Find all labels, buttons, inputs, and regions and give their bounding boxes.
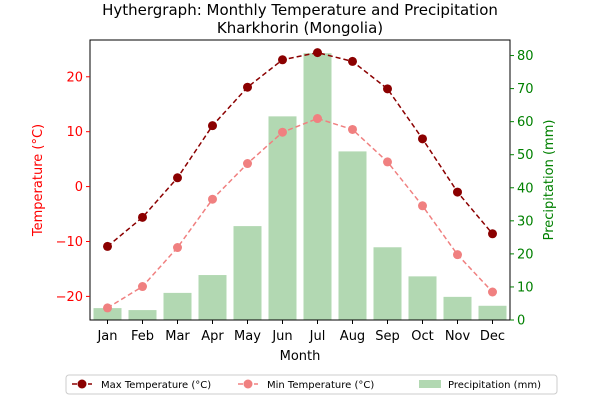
- max-temperature-point: [453, 187, 462, 197]
- y-tick-label-right: 0: [517, 314, 525, 329]
- precipitation-bar: [303, 53, 332, 320]
- precipitation-bar: [198, 275, 227, 320]
- min-temperature-point: [243, 159, 252, 169]
- legend-label: Max Temperature (°C): [101, 380, 211, 391]
- x-tick-label: Jan: [96, 329, 117, 344]
- x-tick-label: Feb: [131, 329, 154, 344]
- precipitation-bar: [373, 247, 402, 320]
- max-temperature-point: [278, 55, 287, 65]
- y-axis-label-right: Precipitation (mm): [542, 120, 557, 241]
- precipitation-bar: [233, 226, 262, 320]
- legend-swatch-marker: [243, 379, 253, 389]
- legend-swatch-bar: [419, 380, 441, 388]
- min-temperature-point: [208, 194, 217, 204]
- temperature-lines: [103, 48, 497, 313]
- x-tick-label: May: [234, 329, 261, 344]
- x-tick-label: Jun: [271, 329, 292, 344]
- legend: Max Temperature (°C) Min Temperature (°C)…: [65, 374, 558, 395]
- max-temperature-point: [418, 134, 427, 144]
- y-tick-label-right: 50: [517, 148, 534, 163]
- min-temperature-line: [107, 117, 494, 309]
- y-tick-label-left: −10: [56, 235, 83, 250]
- y-axis-label-left: Temperature (°C): [31, 124, 46, 237]
- x-tick-label: Dec: [480, 329, 505, 344]
- y-tick-label-right: 20: [517, 247, 534, 262]
- min-temperature-point: [313, 114, 322, 124]
- y-tick-label-right: 60: [517, 115, 534, 130]
- precipitation-bar: [163, 292, 192, 320]
- min-temperature-point: [173, 243, 182, 253]
- min-temperature-point: [488, 287, 497, 297]
- y-tick-label-right: 70: [517, 82, 534, 97]
- min-temperature-point: [418, 201, 427, 211]
- chart-subtitle: Kharkhorin (Mongolia): [217, 19, 383, 37]
- precipitation-bar: [443, 296, 472, 320]
- x-tick-label: Mar: [165, 329, 190, 344]
- x-tick-label: Sep: [375, 329, 400, 344]
- precipitation-bar: [93, 308, 122, 320]
- min-temperature-point: [103, 303, 112, 313]
- y-tick-label-right: 40: [517, 181, 534, 196]
- max-temperature-point: [138, 212, 147, 222]
- x-tick-label: Nov: [445, 329, 471, 344]
- max-temperature-line: [107, 51, 494, 248]
- y-tick-label-left: 10: [66, 125, 83, 140]
- legend-swatch-marker: [77, 379, 87, 389]
- y-tick-label-right: 80: [517, 49, 534, 64]
- legend-box: [65, 374, 558, 395]
- x-tick-label: Oct: [411, 329, 433, 344]
- x-axis-label: Month: [280, 349, 321, 364]
- precipitation-bar: [338, 151, 367, 320]
- y-tick-label-left: −20: [56, 290, 83, 305]
- chart-title: Hythergraph: Monthly Temperature and Pre…: [102, 1, 498, 19]
- max-temperature-point: [173, 173, 182, 183]
- x-tick-label: Jul: [309, 329, 326, 344]
- min-temperature-point: [383, 157, 392, 167]
- precipitation-bars: [93, 53, 507, 320]
- legend-label: Min Temperature (°C): [267, 380, 374, 391]
- min-temperature-point: [453, 250, 462, 260]
- x-tick-label: Aug: [340, 329, 365, 344]
- max-temperature-point: [243, 82, 252, 92]
- axes: Jan Feb Mar Apr May Jun Jul Aug Sep Oct Nov Dec −20 −…: [56, 39, 534, 344]
- legend-label: Precipitation (mm): [448, 380, 541, 391]
- min-temperature-point: [278, 127, 287, 137]
- precipitation-bar: [268, 116, 297, 320]
- max-temperature-point: [103, 241, 112, 251]
- min-temperature-point: [348, 124, 357, 134]
- plot-frame: [89, 39, 511, 321]
- precipitation-bar: [478, 305, 507, 320]
- max-temperature-point: [348, 56, 357, 66]
- y-tick-label-left: 20: [66, 70, 83, 85]
- x-tick-label: Apr: [201, 329, 224, 344]
- y-tick-label-right: 10: [517, 280, 534, 295]
- max-temperature-point: [208, 121, 217, 131]
- y-tick-label-right: 30: [517, 214, 534, 229]
- max-temperature-point: [383, 84, 392, 94]
- y-tick-label-left: 0: [75, 180, 83, 195]
- min-temperature-point: [138, 282, 147, 292]
- max-temperature-point: [313, 48, 322, 58]
- precipitation-bar: [408, 276, 437, 320]
- max-temperature-point: [488, 229, 497, 239]
- precipitation-bar: [128, 310, 157, 320]
